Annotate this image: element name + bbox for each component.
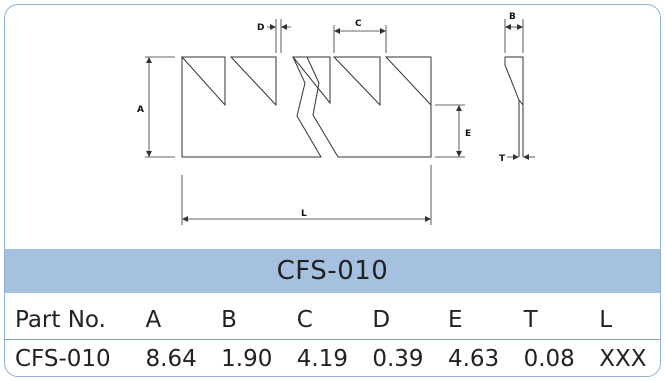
table-cell: 8.64 — [145, 346, 197, 372]
table-cell: 4.19 — [296, 346, 348, 372]
header-cell: T — [513, 301, 590, 340]
table-row: CFS-010 8.64 1.90 4.19 0.39 4.63 0.08 XX… — [5, 340, 660, 377]
dim-label-a: A — [137, 105, 144, 115]
dim-label-e: E — [465, 129, 471, 139]
table-cell: 4.63 — [447, 346, 500, 372]
dim-label-d: D — [257, 23, 264, 33]
table-cell: 0.39 — [372, 346, 424, 372]
table-header-row: Part No. A B C D E T L — [5, 301, 660, 340]
tooth-4 — [332, 56, 381, 107]
tooth-2 — [229, 56, 277, 107]
dim-label-b: B — [509, 12, 516, 22]
table-cell: CFS-010 — [15, 346, 111, 372]
table-cell: 1.90 — [221, 346, 273, 372]
header-cell: Part No. — [5, 301, 136, 340]
blade-outline-right — [306, 56, 432, 158]
dim-label-t: T — [499, 154, 506, 164]
header-cell: D — [362, 301, 438, 340]
spec-table: Part No. A B C D E T L CFS-010 8.64 1.90… — [5, 301, 660, 377]
part-title: CFS-010 — [5, 249, 660, 293]
table-cell: 0.08 — [523, 346, 575, 372]
tooth-5 — [384, 56, 432, 107]
header-cell: A — [135, 301, 212, 340]
header-cell: C — [286, 301, 363, 340]
table-cell: XXX — [599, 346, 647, 372]
header-cell: L — [589, 301, 660, 340]
header-cell: B — [211, 301, 287, 340]
blade-outline — [181, 56, 322, 158]
tooth-1 — [180, 56, 226, 107]
dim-label-l: L — [301, 209, 307, 219]
technical-drawing: A E L C D B T — [137, 12, 535, 225]
side-view — [504, 56, 524, 107]
header-cell: E — [437, 301, 514, 340]
dim-label-c: C — [355, 19, 362, 29]
spec-card: A E L C D B T CFS-010 Part No. A B C D E… — [4, 4, 661, 377]
tooth-3 — [291, 56, 331, 105]
